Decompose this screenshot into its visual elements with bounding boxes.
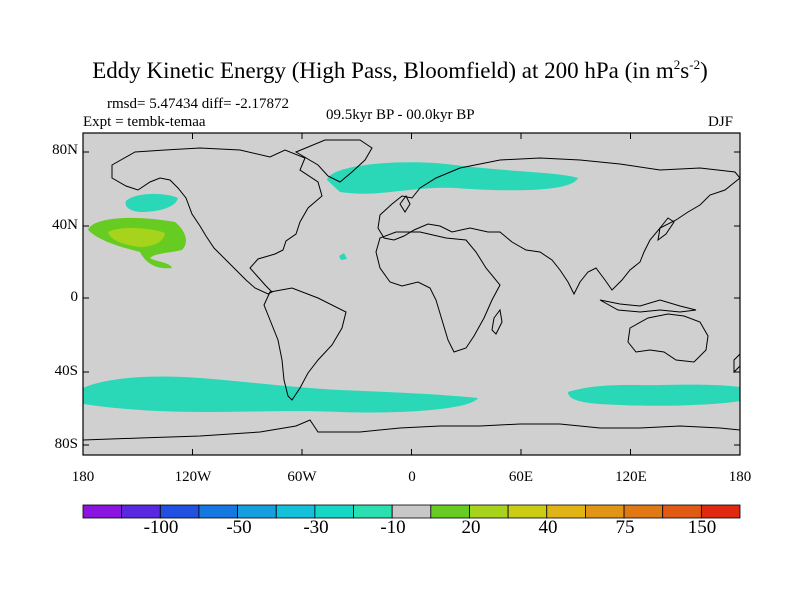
coast-australia [627, 313, 709, 363]
lon-label-120e: 120E [615, 469, 647, 485]
coast-south-america [263, 287, 347, 401]
coast-north-america [111, 147, 323, 295]
anomaly-region-north-pacific-small [125, 193, 178, 212]
coast-africa [375, 231, 501, 353]
coastlines [83, 139, 740, 441]
lat-label-80n: 80N [52, 142, 78, 158]
colorbar-box [700, 504, 741, 519]
anomaly-region-southern-indian-pacific [568, 384, 740, 406]
coast-indonesia [599, 299, 697, 313]
rmsd-diff-stat: rmsd= 5.47434 diff= -2.17872 [107, 96, 290, 112]
plot-title: Eddy Kinetic Energy (High Pass, Bloomfie… [92, 57, 708, 83]
colorbar-label-40: 40 [538, 517, 558, 538]
coast-greenland [294, 139, 373, 183]
period-label: 09.5kyr BP - 00.0kyr BP [326, 107, 475, 123]
colorbar-label-minus100: -100 [143, 517, 179, 538]
colorbar-box [82, 504, 123, 519]
anomaly-region-pacific-core [108, 227, 165, 247]
coast-japan [657, 217, 675, 242]
lon-label-120w: 120W [174, 469, 212, 485]
anomaly-region-north-atlantic [327, 162, 578, 194]
coast-eurasia [377, 157, 740, 296]
lon-label-180w: 180 [71, 469, 95, 485]
colorbar-label-75: 75 [615, 517, 635, 538]
colorbar-label-minus30: -30 [303, 517, 329, 538]
season-label: DJF [708, 114, 734, 130]
colorbar-label-150: 150 [687, 517, 717, 538]
colorbar-label-minus10: -10 [380, 517, 406, 538]
coast-antarctica [83, 419, 740, 441]
colorbar-label-20: 20 [461, 517, 481, 538]
colorbar [82, 504, 741, 519]
coast-madagascar [491, 308, 503, 335]
lat-label-40s: 40S [54, 363, 78, 379]
lat-label-equator: 0 [70, 289, 79, 305]
anomaly-region-atlantic-speck [339, 253, 347, 260]
lon-label-60e: 60E [508, 469, 534, 485]
colorbar-label-minus50: -50 [226, 517, 252, 538]
experiment-label: Expt = tembk-temaa [83, 114, 206, 130]
coast-new-zealand [733, 353, 740, 374]
lon-label-0: 0 [408, 469, 416, 485]
lat-label-40n: 40N [52, 217, 78, 233]
axis-ticks [82, 133, 741, 455]
lat-label-80s: 80S [54, 436, 78, 452]
lon-label-180e: 180 [728, 469, 752, 485]
coast-british-isles [399, 195, 411, 213]
anomaly-region-southern-atlantic-pacific [83, 376, 478, 413]
lon-label-60w: 60W [287, 469, 317, 485]
